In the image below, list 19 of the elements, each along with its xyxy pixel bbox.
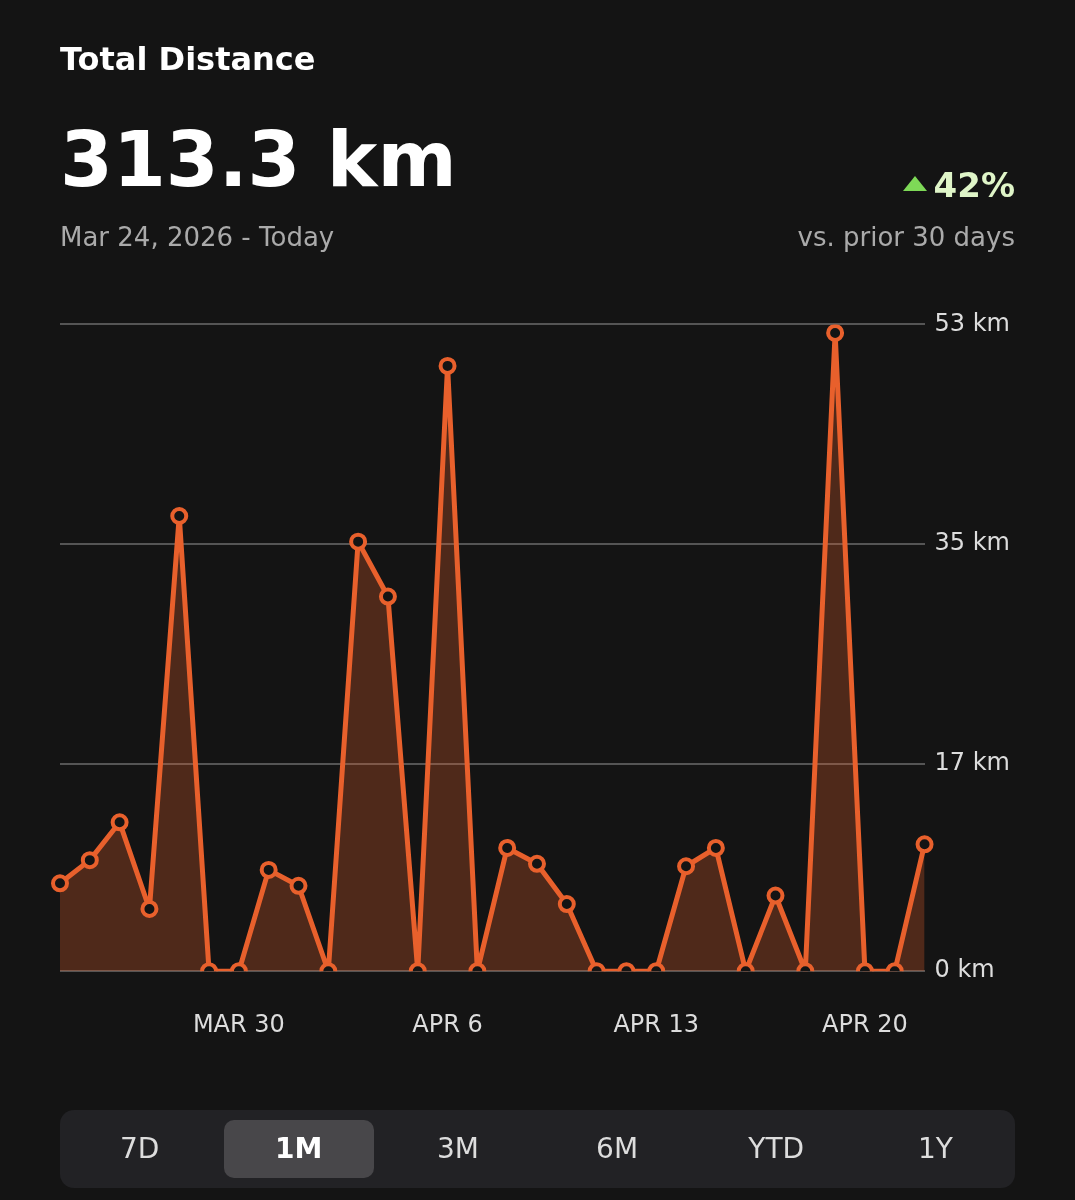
text: 42% bbox=[933, 165, 1015, 205]
x-tick-label: APR 6 bbox=[412, 1009, 483, 1038]
text: 1M bbox=[223, 1120, 374, 1178]
text: 7D bbox=[118, 1131, 161, 1167]
text: 3M bbox=[435, 1131, 480, 1167]
text: 313.3 km bbox=[60, 115, 457, 204]
x-tick-label: MAR 30 bbox=[192, 1009, 285, 1038]
text: YTD bbox=[747, 1131, 806, 1167]
text: vs. prior 30 days bbox=[797, 222, 1015, 252]
text: Mar 24, 2026 - Today bbox=[60, 222, 335, 252]
x-tick-label: APR 13 bbox=[613, 1009, 700, 1038]
y-tick-label: 17 km bbox=[934, 747, 1011, 776]
chart-title: Total Distance bbox=[60, 40, 316, 78]
text: 1Y bbox=[916, 1131, 954, 1167]
y-tick-label: 53 km bbox=[934, 308, 1011, 337]
y-tick-label: 0 km bbox=[934, 955, 995, 984]
x-tick-label: APR 20 bbox=[822, 1009, 908, 1038]
y-tick-label: 35 km bbox=[934, 528, 1011, 557]
text: 6M bbox=[595, 1131, 640, 1167]
